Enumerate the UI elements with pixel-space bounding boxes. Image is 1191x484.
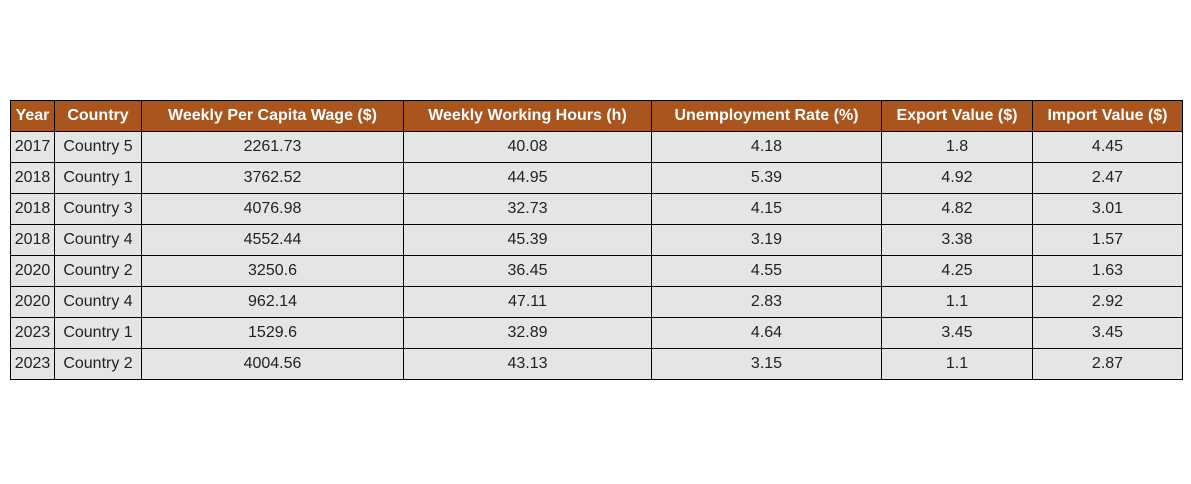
table-cell: 43.13	[403, 348, 652, 380]
header-country: Country	[54, 100, 142, 132]
table-cell: 2020	[10, 255, 55, 287]
table-cell: 4.25	[881, 255, 1033, 287]
table-cell: Country 4	[54, 224, 142, 256]
table-cell: 1.1	[881, 348, 1033, 380]
table-cell: 2017	[10, 131, 55, 163]
table-cell: 4.55	[651, 255, 882, 287]
table-cell: 2.83	[651, 286, 882, 318]
header-year: Year	[10, 100, 55, 132]
table-cell: 32.89	[403, 317, 652, 349]
table-cell: 2018	[10, 162, 55, 194]
header-row: Year Country Weekly Per Capita Wage ($) …	[10, 100, 1183, 132]
table-cell: Country 5	[54, 131, 142, 163]
table-row: 2017 Country 5 2261.73 40.08 4.18 1.8 4.45	[10, 131, 1183, 163]
table-cell: 3.01	[1032, 193, 1183, 225]
table-cell: 3.19	[651, 224, 882, 256]
table-cell: 3.38	[881, 224, 1033, 256]
table-cell: 4004.56	[141, 348, 404, 380]
table-cell: 4.45	[1032, 131, 1183, 163]
table-cell: 2018	[10, 224, 55, 256]
table-body: 2017 Country 5 2261.73 40.08 4.18 1.8 4.45 2018…	[10, 131, 1183, 380]
table-cell: 4552.44	[141, 224, 404, 256]
table-cell: 2.92	[1032, 286, 1183, 318]
table-cell: 2020	[10, 286, 55, 318]
table-row: 2018 Country 3 4076.98 32.73 4.15 4.82 3.01	[10, 193, 1183, 225]
table-row: 2018 Country 4 4552.44 45.39 3.19 3.38 1.57	[10, 224, 1183, 256]
table-cell: Country 2	[54, 255, 142, 287]
table-cell: 1529.6	[141, 317, 404, 349]
table-cell: 962.14	[141, 286, 404, 318]
table-cell: 2023	[10, 348, 55, 380]
table-cell: 2.47	[1032, 162, 1183, 194]
table-cell: 3.45	[1032, 317, 1183, 349]
table-cell: 1.57	[1032, 224, 1183, 256]
table-row: 2020 Country 2 3250.6 36.45 4.55 4.25 1.63	[10, 255, 1183, 287]
table-row: 2018 Country 1 3762.52 44.95 5.39 4.92 2.47	[10, 162, 1183, 194]
table-cell: 4.18	[651, 131, 882, 163]
table-cell: 32.73	[403, 193, 652, 225]
table-cell: 4076.98	[141, 193, 404, 225]
table-cell: 2023	[10, 317, 55, 349]
table-cell: Country 2	[54, 348, 142, 380]
table-cell: 4.64	[651, 317, 882, 349]
table-cell: 2.87	[1032, 348, 1183, 380]
table-cell: 47.11	[403, 286, 652, 318]
header-weekly-wage: Weekly Per Capita Wage ($)	[141, 100, 404, 132]
table-cell: 1.1	[881, 286, 1033, 318]
table-cell: 40.08	[403, 131, 652, 163]
table-cell: 44.95	[403, 162, 652, 194]
table-cell: 45.39	[403, 224, 652, 256]
table-cell: 5.39	[651, 162, 882, 194]
table-cell: 36.45	[403, 255, 652, 287]
table-cell: 3.15	[651, 348, 882, 380]
table-cell: 3762.52	[141, 162, 404, 194]
table-cell: 2261.73	[141, 131, 404, 163]
header-unemployment-rate: Unemployment Rate (%)	[651, 100, 882, 132]
table-cell: Country 1	[54, 317, 142, 349]
data-table: Year Country Weekly Per Capita Wage ($) …	[10, 100, 1183, 380]
table-cell: 1.63	[1032, 255, 1183, 287]
table-cell: 4.82	[881, 193, 1033, 225]
table-cell: 4.92	[881, 162, 1033, 194]
table-row: 2023 Country 1 1529.6 32.89 4.64 3.45 3.45	[10, 317, 1183, 349]
table-cell: 3.45	[881, 317, 1033, 349]
table-cell: 1.8	[881, 131, 1033, 163]
header-import-value: Import Value ($)	[1032, 100, 1183, 132]
table-cell: 2018	[10, 193, 55, 225]
table-row: 2023 Country 2 4004.56 43.13 3.15 1.1 2.87	[10, 348, 1183, 380]
header-working-hours: Weekly Working Hours (h)	[403, 100, 652, 132]
table-cell: 3250.6	[141, 255, 404, 287]
table-cell: Country 1	[54, 162, 142, 194]
table-cell: Country 3	[54, 193, 142, 225]
table-cell: Country 4	[54, 286, 142, 318]
header-export-value: Export Value ($)	[881, 100, 1033, 132]
table-row: 2020 Country 4 962.14 47.11 2.83 1.1 2.92	[10, 286, 1183, 318]
table-cell: 4.15	[651, 193, 882, 225]
